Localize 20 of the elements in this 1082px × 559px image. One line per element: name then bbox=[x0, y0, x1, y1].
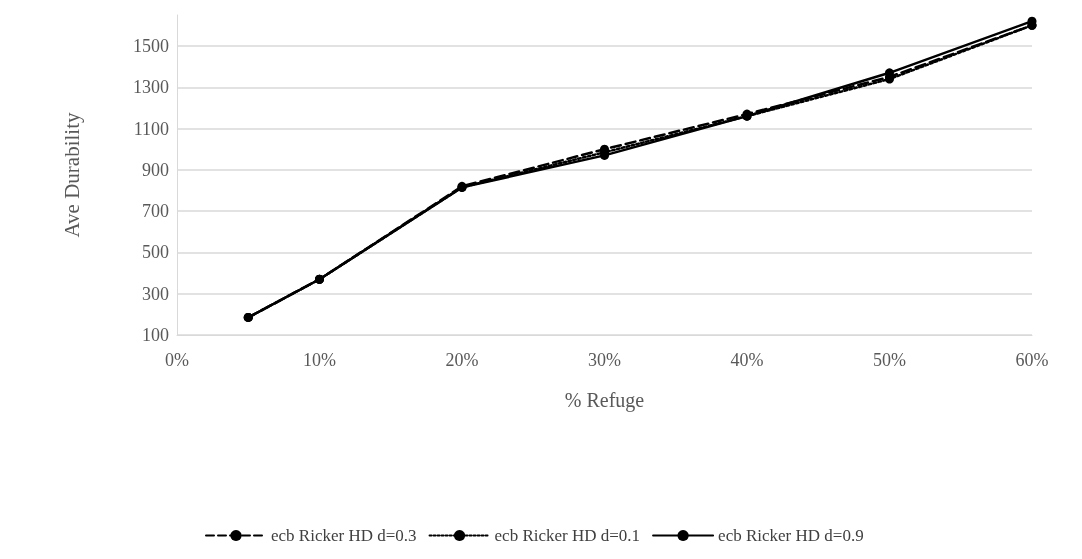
y-tick-label: 1300 bbox=[133, 77, 169, 98]
y-tick-label: 300 bbox=[142, 283, 169, 304]
y-tick-label: 700 bbox=[142, 201, 169, 222]
x-axis-title: % Refuge bbox=[564, 389, 645, 412]
y-tick-label: 900 bbox=[142, 159, 169, 180]
x-tick-label: 40% bbox=[730, 350, 764, 370]
legend-label: ecb Ricker HD d=0.9 bbox=[718, 526, 864, 545]
x-tick-label: 0% bbox=[165, 350, 189, 370]
y-axis-title: Ave Durability bbox=[59, 112, 84, 238]
x-tick-label: 20% bbox=[445, 350, 479, 370]
y-tick-label: 1500 bbox=[133, 35, 169, 56]
y-tick-label: 500 bbox=[142, 242, 169, 263]
x-tick-label: 10% bbox=[303, 350, 336, 370]
x-tick-label: 60% bbox=[1015, 350, 1049, 370]
x-tick-label: 30% bbox=[588, 350, 621, 370]
x-tick-label: 50% bbox=[873, 350, 906, 370]
y-tick-label: 1100 bbox=[133, 118, 169, 139]
legend-label: ecb Ricker HD d=0.3 bbox=[271, 526, 417, 545]
y-tick-label: 100 bbox=[142, 325, 169, 345]
legend-label: ecb Ricker HD d=0.1 bbox=[494, 526, 641, 545]
